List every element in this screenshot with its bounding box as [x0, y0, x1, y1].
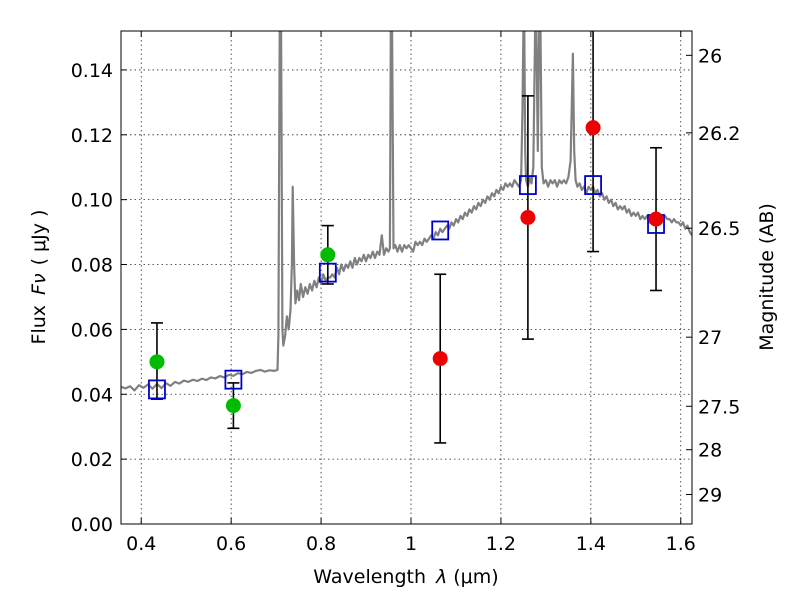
y-tick-label: 0.00 [71, 514, 113, 536]
model-box-marker [148, 379, 166, 400]
x-tick-label: 1.2 [486, 533, 516, 555]
spectrum-series [121, 31, 692, 392]
green-data-point [225, 398, 241, 414]
x-axis-label: Wavelength λ (μm) [313, 566, 498, 588]
x-tick-label: 1.6 [666, 533, 696, 555]
green-data-point [320, 247, 336, 263]
y2-tick-label: 28 [698, 440, 722, 462]
y2-axis-label: Magnitude (AB) [756, 203, 778, 351]
y-tick-label: 0.04 [71, 384, 113, 406]
x-tick-label: 0.4 [126, 533, 156, 555]
model-box-marker [224, 369, 243, 390]
y-tick-label: 0.14 [71, 60, 113, 82]
red-data-point [648, 211, 664, 227]
y2-tick-label: 26.2 [698, 123, 740, 145]
x-tick-label: 1 [405, 533, 417, 555]
photometry-points [149, 120, 664, 414]
y-axis-label: FluxFν( μJy ) [28, 210, 50, 345]
y2-tick-label: 26.5 [698, 218, 740, 240]
red-data-point [432, 351, 448, 367]
error-bars [150, 31, 663, 444]
x-tick-label: 0.6 [216, 533, 246, 555]
y-tick-label: 0.08 [71, 255, 113, 277]
y-tick-label: 0.12 [71, 125, 113, 147]
red-data-point [520, 209, 536, 225]
red-data-point [585, 120, 601, 136]
axis-ticks: 0.4 0.6 0.8 1 1.2 1.4 1.6 0.00 0.02 0.04 0.06 0.08 0… [71, 31, 740, 555]
y2-tick-label: 27 [698, 327, 722, 349]
x-tick-label: 1.4 [576, 533, 606, 555]
model-box-marker [431, 220, 450, 241]
y-tick-label: 0.06 [71, 319, 113, 341]
y2-tick-label: 26 [698, 45, 722, 67]
model-box-marker [584, 175, 602, 195]
spectrum-line [121, 31, 692, 392]
model-box-marker [318, 262, 337, 283]
model-box-marker [518, 175, 537, 195]
model-boxes-series [148, 175, 665, 400]
x-tick-label: 0.8 [306, 533, 336, 555]
grid-lines [121, 31, 692, 524]
y-tick-label: 0.10 [71, 190, 113, 212]
plot-frame [120, 30, 693, 525]
y2-tick-label: 27.5 [698, 396, 740, 418]
green-data-point [149, 354, 165, 370]
y-tick-label: 0.02 [71, 449, 113, 471]
y2-tick-label: 29 [698, 484, 722, 506]
